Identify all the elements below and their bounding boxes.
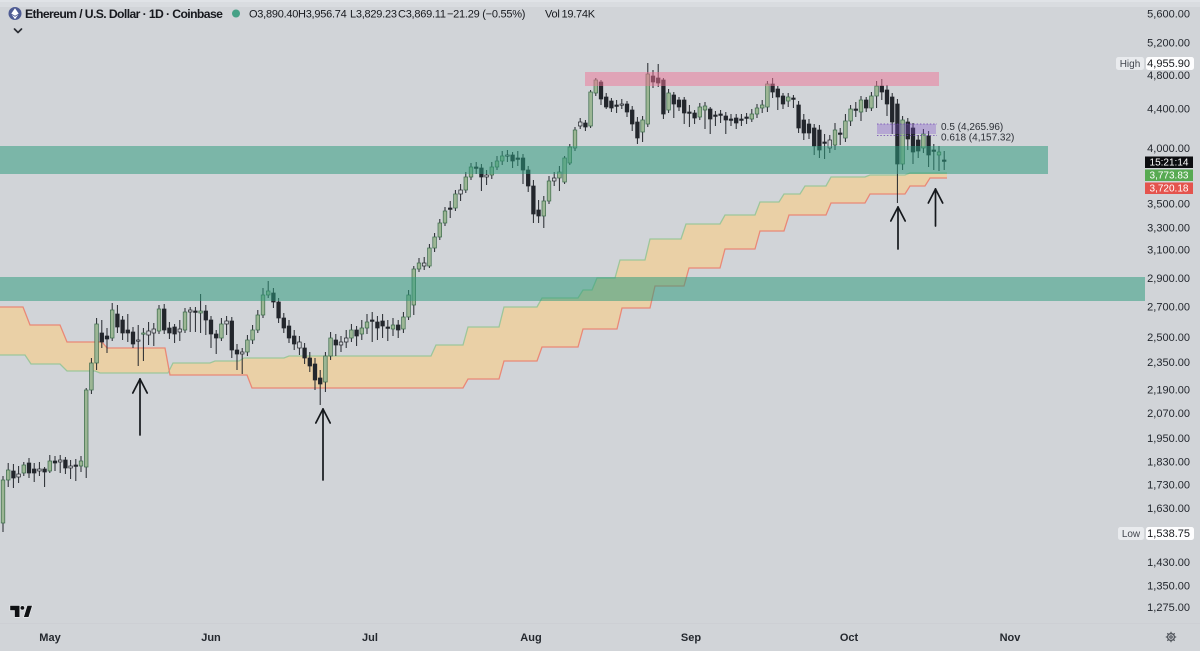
svg-text:Jun: Jun <box>201 632 221 644</box>
svg-text:Sep: Sep <box>681 632 701 644</box>
svg-text:Aug: Aug <box>520 632 541 644</box>
svg-text:2,700.00: 2,700.00 <box>1147 302 1190 314</box>
svg-text:May: May <box>39 632 61 644</box>
svg-text:1,538.75: 1,538.75 <box>1147 528 1190 540</box>
svg-text:3,720.18: 3,720.18 <box>1150 184 1189 195</box>
svg-text:2,070.00: 2,070.00 <box>1147 408 1190 420</box>
svg-text:2,190.00: 2,190.00 <box>1147 385 1190 397</box>
svg-text:Low: Low <box>1122 529 1141 540</box>
svg-text:3,500.00: 3,500.00 <box>1147 199 1190 211</box>
svg-text:2,900.00: 2,900.00 <box>1147 273 1190 285</box>
svg-text:1,350.00: 1,350.00 <box>1147 581 1190 593</box>
svg-text:3,100.00: 3,100.00 <box>1147 245 1190 257</box>
svg-text:4,955.90: 4,955.90 <box>1147 58 1190 70</box>
svg-text:1,430.00: 1,430.00 <box>1147 557 1190 569</box>
svg-text:3,300.00: 3,300.00 <box>1147 223 1190 235</box>
svg-text:0.618 (4,157.32): 0.618 (4,157.32) <box>941 133 1014 144</box>
svg-text:Jul: Jul <box>362 632 378 644</box>
svg-text:L3,829.23: L3,829.23 <box>350 9 397 21</box>
svg-text:5,600.00: 5,600.00 <box>1147 9 1190 21</box>
svg-text:H3,956.74: H3,956.74 <box>298 9 347 21</box>
svg-text:Ethereum / U.S. Dollar · 1D ·: Ethereum / U.S. Dollar · 1D · Coinbase <box>25 7 223 21</box>
svg-text:Oct: Oct <box>840 632 859 644</box>
svg-text:1,950.00: 1,950.00 <box>1147 433 1190 445</box>
svg-text:4,800.00: 4,800.00 <box>1147 70 1190 82</box>
svg-text:Vol 19.74K: Vol 19.74K <box>545 9 596 21</box>
svg-text:2,350.00: 2,350.00 <box>1147 357 1190 369</box>
svg-text:−21.29 (−0.55%): −21.29 (−0.55%) <box>447 9 525 21</box>
svg-text:4,400.00: 4,400.00 <box>1147 104 1190 116</box>
svg-text:Nov: Nov <box>1000 632 1022 644</box>
svg-text:4,000.00: 4,000.00 <box>1147 143 1190 155</box>
svg-text:1,730.00: 1,730.00 <box>1147 480 1190 492</box>
svg-text:High: High <box>1120 59 1141 70</box>
svg-text:1,275.00: 1,275.00 <box>1147 602 1190 614</box>
svg-text:1,630.00: 1,630.00 <box>1147 503 1190 515</box>
svg-text:1,830.00: 1,830.00 <box>1147 457 1190 469</box>
svg-text:0.5 (4,265.96): 0.5 (4,265.96) <box>941 122 1003 133</box>
svg-text:C3,869.11: C3,869.11 <box>398 9 446 21</box>
svg-text:15:21:14: 15:21:14 <box>1150 158 1189 169</box>
svg-text:O3,890.40: O3,890.40 <box>249 9 298 21</box>
svg-text:2,500.00: 2,500.00 <box>1147 332 1190 344</box>
svg-text:3,773.83: 3,773.83 <box>1150 171 1189 182</box>
svg-text:5,200.00: 5,200.00 <box>1147 38 1190 50</box>
